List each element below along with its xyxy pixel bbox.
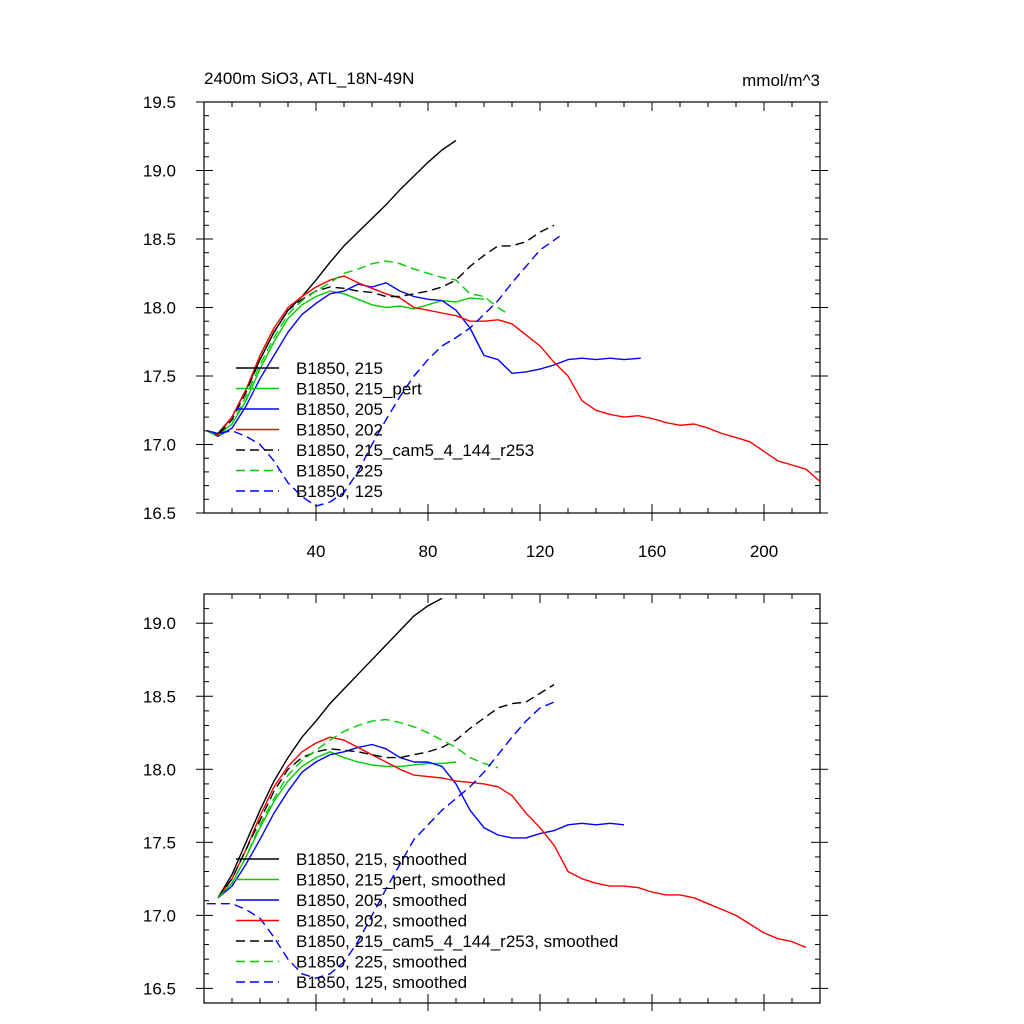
- series-line-3: [206, 282, 641, 437]
- legend-label: B1850, 215, smoothed: [296, 850, 467, 869]
- y-tick-label: 19.5: [143, 93, 176, 112]
- y-tick-label: 17.5: [143, 367, 176, 386]
- series-line-7: [206, 701, 555, 979]
- y-tick-label: 19.0: [143, 614, 176, 633]
- y-tick-label: 17.0: [143, 906, 176, 925]
- y-tick-label: 17.5: [143, 833, 176, 852]
- series-line-2: [217, 751, 457, 899]
- series-line-2: [206, 290, 485, 436]
- y-tick-label: 16.5: [143, 504, 176, 523]
- y-tick-label: 18.0: [143, 299, 176, 318]
- y-tick-label: 18.0: [143, 760, 176, 779]
- legend-label: B1850, 202: [296, 421, 383, 440]
- series-line-4: [217, 736, 807, 949]
- series-line-6: [217, 718, 499, 899]
- units-label: mmol/m^3: [742, 71, 820, 90]
- y-tick-label: 16.5: [143, 979, 176, 998]
- y-tick-label: 19.0: [143, 162, 176, 181]
- legend-label: B1850, 205, smoothed: [296, 891, 467, 910]
- y-tick-label: 17.0: [143, 436, 176, 455]
- x-tick-label: 200: [750, 542, 778, 561]
- legend-label: B1850, 125: [296, 482, 383, 501]
- legend-label: B1850, 215_pert, smoothed: [296, 871, 506, 890]
- legend-label: B1850, 205: [296, 400, 383, 419]
- x-tick-label: 80: [419, 542, 438, 561]
- legend-label: B1850, 215_cam5_4_144_r253, smoothed: [296, 932, 618, 951]
- top-panel: 2400m SiO3, ATL_18N-49N mmol/m^3 40 80 120…: [143, 69, 828, 561]
- legend-label: B1850, 215_pert: [296, 380, 422, 399]
- legend-label: B1850, 215_cam5_4_144_r253: [296, 441, 534, 460]
- x-tick-label: 160: [638, 542, 666, 561]
- bottom-panel: 16.5 17.0 17.5 18.0 18.5 19.0 B1850, 215, smoo…: [143, 593, 828, 1011]
- x-tick-label: 120: [526, 542, 554, 561]
- series-line-5: [206, 224, 555, 436]
- series-line-3: [217, 743, 625, 899]
- legend-label: B1850, 225: [296, 462, 383, 481]
- legend-label: B1850, 125, smoothed: [296, 973, 467, 992]
- series-line-5: [217, 684, 555, 899]
- series-line-7: [206, 235, 561, 507]
- y-tick-label: 18.5: [143, 687, 176, 706]
- legend-label: B1850, 225, smoothed: [296, 953, 467, 972]
- chart-title: 2400m SiO3, ATL_18N-49N: [204, 69, 414, 88]
- series-line-6: [206, 260, 507, 437]
- series-line-1: [217, 597, 443, 899]
- series-line-4: [206, 275, 820, 483]
- legend-label: B1850, 215: [296, 359, 383, 378]
- legend-label: B1850, 202, smoothed: [296, 912, 467, 931]
- x-tick-label: 40: [307, 542, 326, 561]
- y-tick-label: 18.5: [143, 230, 176, 249]
